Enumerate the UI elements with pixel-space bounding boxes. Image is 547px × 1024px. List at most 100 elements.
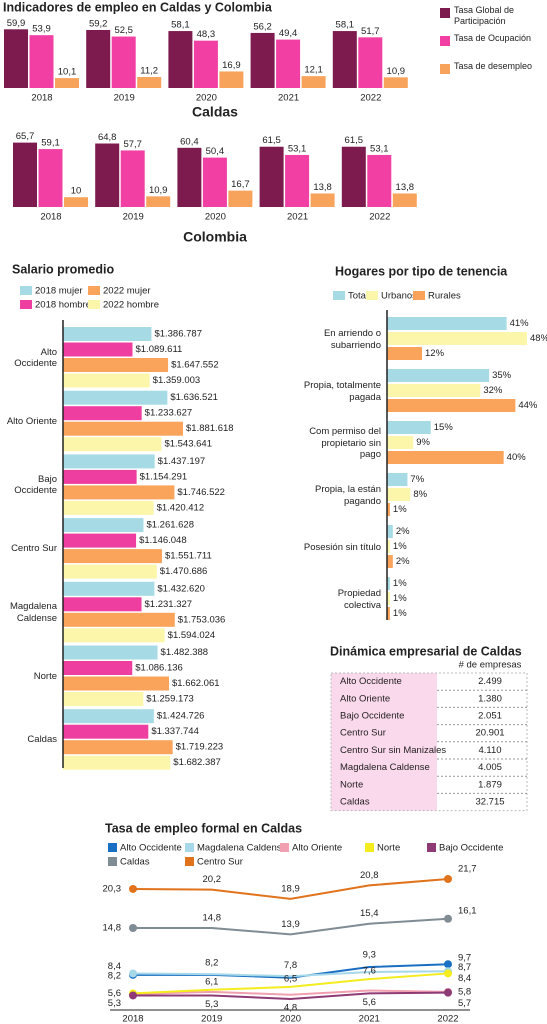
chart-title: Salario promedio xyxy=(12,262,114,276)
value-label: 16,1 xyxy=(458,905,477,916)
value-label: $1.233.627 xyxy=(145,408,193,419)
value-label: 13,8 xyxy=(313,182,332,193)
value-label: 7,6 xyxy=(363,966,376,977)
column-header: # de empresas xyxy=(459,660,522,671)
table-name-column xyxy=(331,673,437,811)
bar xyxy=(63,342,133,357)
value-label: 44% xyxy=(518,400,538,411)
y-tick-label: Com permiso del propietario sin pago xyxy=(309,426,381,461)
legend-label: 2018 hombre xyxy=(35,300,91,311)
legend-swatch xyxy=(333,291,345,300)
table-cell: 4.005 xyxy=(478,762,502,773)
legend-swatch xyxy=(366,291,378,300)
value-label: 5,3 xyxy=(108,998,121,1009)
value-label: $1.420.412 xyxy=(157,502,205,513)
bar xyxy=(63,564,157,579)
x-tick-label: 2019 xyxy=(123,212,144,223)
value-label: $1.682.387 xyxy=(173,757,221,768)
value-label: 9% xyxy=(416,437,430,448)
bar xyxy=(38,149,63,207)
legend-label: Bajo Occidente xyxy=(439,843,503,854)
value-label: 8,7 xyxy=(458,962,471,973)
value-label: 21,7 xyxy=(458,864,477,875)
legend-swatch xyxy=(440,8,450,18)
value-label: 5,3 xyxy=(205,999,218,1010)
value-label: 12% xyxy=(425,348,445,359)
value-label: 53,1 xyxy=(288,143,307,154)
y-tick-label: Propiedad colectiva xyxy=(337,588,381,611)
bar xyxy=(387,607,390,620)
value-label: $1.482.388 xyxy=(161,647,209,658)
value-label: 8,4 xyxy=(108,961,121,972)
x-tick-label: 2021 xyxy=(359,1014,380,1024)
legend-label: Tasa Global de Participación xyxy=(454,5,515,26)
bar xyxy=(63,612,175,627)
value-label: 10,9 xyxy=(149,185,168,196)
legend-label: 2018 mujer xyxy=(35,286,83,297)
bar xyxy=(383,77,408,88)
table-cell: 1.879 xyxy=(478,779,502,790)
bar xyxy=(387,421,431,434)
chart-title: Caldas xyxy=(192,104,238,120)
table-cell: 2.499 xyxy=(478,676,502,687)
end-dot xyxy=(444,875,452,883)
value-label: $1.753.036 xyxy=(178,614,226,625)
value-label: 59,2 xyxy=(89,18,108,29)
value-label: 13,8 xyxy=(396,182,415,193)
bar xyxy=(387,347,422,360)
table-title: Dinámica empresarial de Caldas xyxy=(330,644,522,658)
value-label: 1% xyxy=(393,578,407,589)
value-label: 10,9 xyxy=(387,66,406,77)
end-dot xyxy=(444,988,452,997)
bar xyxy=(4,29,28,88)
bar xyxy=(63,549,162,564)
table-cell: Alto Oriente xyxy=(340,693,390,704)
value-label: $1.424.726 xyxy=(157,711,205,722)
bar xyxy=(137,77,162,88)
value-label: 53,9 xyxy=(32,24,51,35)
bar xyxy=(63,581,155,596)
y-tick-label: Alto Occidente xyxy=(14,346,57,369)
bar xyxy=(63,454,155,469)
x-tick-label: 2019 xyxy=(201,1014,222,1024)
value-label: 12,1 xyxy=(304,65,323,76)
y-tick-label: Norte xyxy=(33,670,57,682)
value-label: 5,7 xyxy=(458,998,471,1009)
value-label: $1.231.327 xyxy=(145,599,193,610)
table-cell: Norte xyxy=(340,779,363,790)
bar xyxy=(63,724,149,739)
bar xyxy=(276,39,301,88)
bar xyxy=(63,692,144,706)
bar xyxy=(63,518,144,533)
value-label: 5,6 xyxy=(363,997,376,1008)
bar xyxy=(13,142,37,207)
value-label: 57,7 xyxy=(123,139,142,150)
end-dot xyxy=(129,884,137,893)
value-label: 5,8 xyxy=(458,986,471,997)
bar xyxy=(392,193,417,207)
y-tick-label: Magdalena Caldense xyxy=(9,601,57,624)
bar xyxy=(387,436,414,449)
bar xyxy=(146,196,171,207)
value-label: 8% xyxy=(413,489,427,500)
y-tick-label: Bajo Occidente xyxy=(14,474,57,497)
legend-label: 2022 mujer xyxy=(103,286,151,297)
value-label: $1.746.522 xyxy=(177,487,225,498)
value-label: 20,8 xyxy=(360,870,379,881)
value-label: 15% xyxy=(434,422,454,433)
bar xyxy=(63,406,142,421)
value-label: 48,3 xyxy=(197,29,216,40)
legend-swatch xyxy=(20,286,32,295)
value-label: 1% xyxy=(393,504,407,515)
legend-label: Caldas xyxy=(120,857,150,868)
table-cell: Centro Sur xyxy=(340,728,386,739)
x-tick-label: 2022 xyxy=(369,212,390,223)
legend-swatch xyxy=(440,36,450,46)
bar xyxy=(387,317,507,330)
line xyxy=(133,917,449,936)
value-label: 64,8 xyxy=(98,132,117,143)
value-label: 8,4 xyxy=(458,973,471,984)
y-tick-label: Propia, totalmente pagada xyxy=(303,380,381,403)
value-label: 1% xyxy=(393,541,407,552)
